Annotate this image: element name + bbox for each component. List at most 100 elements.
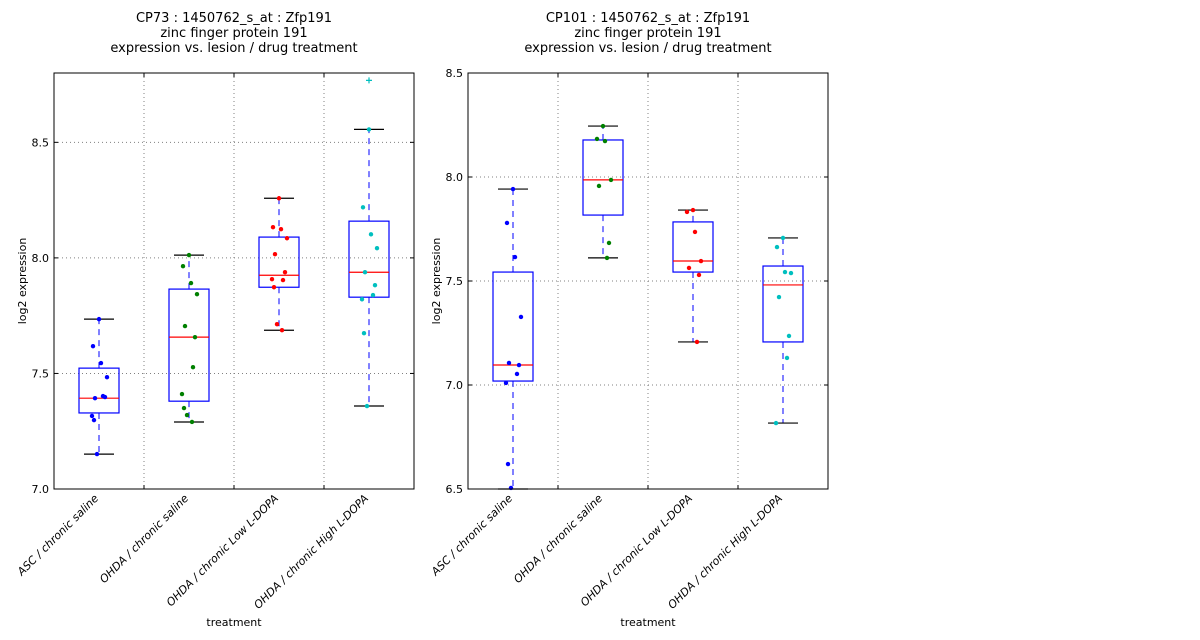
data-point — [503, 380, 509, 386]
data-point — [786, 333, 792, 339]
y-tick-label: 7.5 — [446, 275, 464, 288]
box-group — [168, 252, 210, 425]
chart-cp73: CP73 : 1450762_s_at : Zfp191 zinc finger… — [14, 11, 415, 629]
data-point — [98, 360, 104, 366]
data-point — [269, 276, 275, 282]
data-point — [600, 123, 606, 129]
data-point — [518, 314, 524, 320]
data-point — [94, 451, 100, 457]
data-point — [104, 374, 110, 380]
data-point — [189, 419, 195, 425]
data-point — [788, 270, 794, 276]
x-category-label: OHDA / chronic saline — [511, 492, 605, 586]
y-tick-label: 6.5 — [446, 483, 464, 496]
y-tick-label: 7.0 — [32, 483, 50, 496]
chart-title-line-1: CP101 : 1450762_s_at : Zfp191 — [546, 11, 750, 26]
data-point — [504, 220, 510, 226]
x-axis-label: treatment — [620, 616, 676, 629]
data-point — [694, 339, 700, 345]
data-point — [686, 265, 692, 271]
y-tick-label: 8.5 — [32, 136, 50, 149]
box-group — [348, 77, 390, 409]
data-point — [190, 365, 196, 370]
chart-title-line-2: zinc finger protein 191 — [160, 26, 307, 41]
iqr-box — [348, 220, 390, 298]
data-point — [370, 292, 376, 298]
data-point — [90, 343, 96, 349]
data-point — [272, 251, 278, 257]
data-point — [594, 136, 600, 142]
data-point — [596, 183, 602, 189]
iqr-box — [762, 265, 804, 343]
data-point — [512, 254, 518, 260]
outlier-marker — [366, 77, 372, 84]
data-point — [91, 417, 97, 423]
box-group — [492, 186, 534, 491]
data-point — [179, 391, 185, 397]
data-point — [782, 269, 788, 275]
data-point — [366, 127, 372, 132]
data-point — [276, 196, 282, 201]
y-tick-label: 8.0 — [32, 252, 50, 265]
data-point — [92, 395, 98, 401]
chart-title-line-1: CP73 : 1450762_s_at : Zfp191 — [136, 11, 332, 26]
data-point — [784, 355, 790, 361]
box-group — [258, 196, 300, 333]
data-point — [514, 371, 520, 377]
chart-title-line-2: zinc finger protein 191 — [574, 26, 721, 41]
plot-frame — [53, 72, 415, 490]
box-group — [762, 235, 804, 426]
chart-cp101: CP101 : 1450762_s_at : Zfp191 zinc finge… — [428, 11, 829, 629]
iqr-box — [582, 139, 624, 216]
data-point — [280, 277, 286, 283]
data-point — [602, 138, 608, 144]
data-point — [773, 420, 779, 426]
data-point — [692, 229, 698, 235]
data-point — [360, 205, 366, 210]
data-point — [774, 244, 780, 250]
data-point — [684, 209, 690, 215]
box-group — [78, 316, 120, 457]
box-group — [672, 207, 714, 345]
data-point — [271, 285, 277, 290]
data-point — [368, 232, 374, 237]
data-point — [359, 297, 365, 302]
data-point — [780, 235, 786, 241]
iqr-box — [258, 236, 300, 288]
data-point — [505, 461, 511, 467]
data-point — [282, 270, 288, 275]
data-point — [696, 272, 702, 278]
data-point — [278, 227, 284, 232]
x-category-label: ASC / chronic saline — [14, 492, 101, 579]
plot-frame — [467, 72, 829, 490]
iqr-box — [78, 367, 120, 414]
y-tick-label: 7.0 — [446, 379, 464, 392]
data-point — [690, 207, 696, 213]
data-point — [182, 323, 188, 329]
data-point — [608, 177, 614, 183]
data-point — [181, 405, 187, 411]
y-axis-label: log2 expression — [430, 238, 443, 325]
data-point — [372, 282, 378, 288]
data-point — [270, 224, 276, 230]
x-category-label: OHDA / chronic saline — [97, 492, 191, 586]
data-point — [279, 328, 285, 333]
data-point — [180, 264, 186, 269]
y-axis-label: log2 expression — [16, 238, 29, 325]
data-point — [510, 186, 516, 192]
data-point — [361, 331, 367, 336]
data-point — [374, 245, 380, 251]
chart-title-line-3: expression vs. lesion / drug treatment — [524, 41, 771, 56]
data-point — [100, 393, 106, 399]
data-point — [606, 240, 612, 246]
data-point — [516, 362, 522, 368]
data-point — [506, 360, 512, 366]
data-point — [96, 316, 102, 322]
x-category-label: ASC / chronic saline — [428, 492, 515, 579]
data-point — [698, 258, 704, 264]
iqr-box — [168, 288, 210, 402]
y-tick-label: 7.5 — [32, 367, 50, 380]
data-point — [364, 403, 370, 409]
iqr-box — [492, 271, 534, 382]
